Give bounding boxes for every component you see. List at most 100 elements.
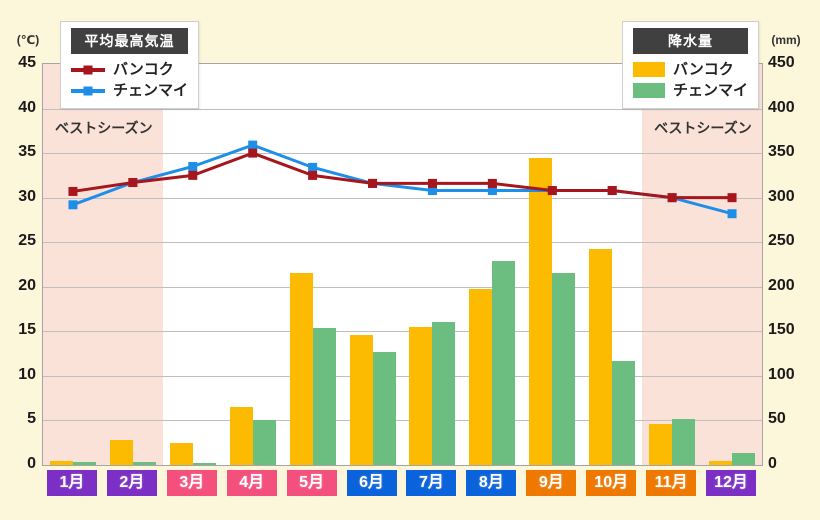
month-label: 7月 (406, 470, 457, 496)
bangkok-line-swatch-icon (71, 65, 105, 74)
legend-item-bangkok-temp: バンコク (71, 59, 188, 80)
temperature-legend-title: 平均最高気温 (71, 28, 189, 54)
temp-marker (68, 186, 78, 196)
bar-chiangmai-precip (372, 351, 396, 465)
temp-marker (188, 170, 198, 180)
gridline (43, 197, 762, 199)
month-label: 10月 (586, 470, 637, 496)
temp-marker (128, 178, 138, 188)
y-tick-right: 150 (768, 321, 795, 339)
temp-marker (547, 186, 557, 196)
bar-chiangmai-precip (252, 420, 276, 465)
best-season-band (43, 64, 163, 465)
y-tick-right: 400 (768, 98, 795, 116)
bar-bangkok-precip (49, 461, 73, 465)
chiangmai-line-swatch-icon (71, 86, 105, 95)
bar-chiangmai-precip (192, 463, 216, 465)
temp-marker (427, 178, 437, 188)
legend-item-label: チェンマイ (113, 82, 189, 99)
bar-bangkok-precip (229, 407, 253, 465)
bar-chiangmai-precip (312, 327, 336, 465)
y-tick-left: 0 (27, 455, 36, 472)
best-season-band (642, 64, 762, 465)
bar-bangkok-precip (469, 289, 493, 465)
y-tick-right: 0 (768, 455, 777, 472)
bar-chiangmai-precip (72, 462, 96, 465)
y-tick-right: 300 (768, 187, 795, 205)
legend-item-label: バンコク (673, 61, 734, 78)
month-label: 6月 (346, 470, 397, 496)
y-tick-left: 30 (18, 187, 36, 205)
month-label: 5月 (286, 470, 337, 496)
y-tick-left: 15 (18, 321, 36, 339)
temp-marker (487, 186, 497, 196)
bar-chiangmai-precip (432, 321, 456, 465)
bar-bangkok-precip (169, 442, 193, 465)
precipitation-legend: 降水量 バンコク チェンマイ (622, 21, 760, 109)
temp-marker (427, 186, 437, 196)
y-tick-left: 5 (27, 410, 36, 428)
bar-bangkok-precip (529, 158, 553, 465)
month-label: 1月 (46, 470, 97, 496)
temp-marker (188, 161, 198, 171)
bar-chiangmai-precip (672, 418, 696, 465)
month-label: 3月 (166, 470, 217, 496)
y-tick-right: 50 (768, 410, 786, 428)
bangkok-temp-line (72, 151, 733, 200)
legend-item-chiangmai-temp: チェンマイ (71, 80, 188, 101)
bar-bangkok-precip (289, 273, 313, 465)
chiangmai-bar-swatch-icon (633, 83, 665, 98)
y-tick-right: 200 (768, 276, 795, 294)
temp-marker (248, 148, 258, 158)
y-tick-left: 45 (18, 54, 36, 71)
best-season-label: ベストシーズン (654, 120, 752, 136)
y-tick-left: 25 (18, 232, 36, 250)
temp-marker (727, 193, 737, 203)
temp-marker (368, 178, 378, 188)
temp-marker (607, 186, 617, 196)
temp-marker (487, 178, 497, 188)
bar-bangkok-precip (109, 440, 133, 465)
y-tick-left: 35 (18, 143, 36, 161)
legend-item-label: チェンマイ (673, 82, 749, 99)
bangkok-bar-swatch-icon (633, 62, 665, 77)
bar-bangkok-precip (709, 461, 733, 465)
month-label: 9月 (526, 470, 577, 496)
plot-area: ベストシーズン ベストシーズン (42, 63, 763, 466)
y-tick-right: 450 (768, 54, 795, 71)
y-tick-right: 100 (768, 365, 795, 383)
month-label: 8月 (466, 470, 517, 496)
legend-item-label: バンコク (113, 61, 174, 78)
y-tick-right: 250 (768, 232, 795, 250)
gridline (43, 153, 762, 155)
month-label: 4月 (226, 470, 277, 496)
gridline (43, 108, 762, 110)
gridline (43, 420, 762, 422)
right-axis-unit-label: (mm) (771, 33, 801, 47)
gridline (43, 242, 762, 244)
temperature-legend: 平均最高気温 バンコク チェンマイ (60, 21, 200, 109)
bar-chiangmai-precip (732, 453, 756, 465)
y-tick-left: 40 (18, 98, 36, 116)
temp-marker (727, 209, 737, 219)
legend-item-chiangmai-precip: チェンマイ (633, 80, 748, 101)
precipitation-legend-title: 降水量 (633, 28, 749, 54)
bar-chiangmai-precip (492, 260, 516, 465)
month-label: 2月 (106, 470, 157, 496)
best-season-label: ベストシーズン (55, 120, 153, 136)
temperature-lines-layer (68, 140, 737, 219)
month-label: 12月 (706, 470, 757, 496)
y-tick-left: 10 (18, 365, 36, 383)
bar-chiangmai-precip (612, 360, 636, 465)
gridline (43, 331, 762, 333)
bar-bangkok-precip (649, 424, 673, 465)
gridline (43, 375, 762, 377)
temp-marker (248, 140, 258, 150)
left-axis-unit-label: (℃) (16, 33, 40, 47)
y-tick-left: 20 (18, 276, 36, 294)
month-label: 11月 (646, 470, 697, 496)
chiangmai-temp-line (72, 143, 733, 216)
bar-chiangmai-precip (552, 272, 576, 465)
temp-marker (68, 200, 78, 210)
